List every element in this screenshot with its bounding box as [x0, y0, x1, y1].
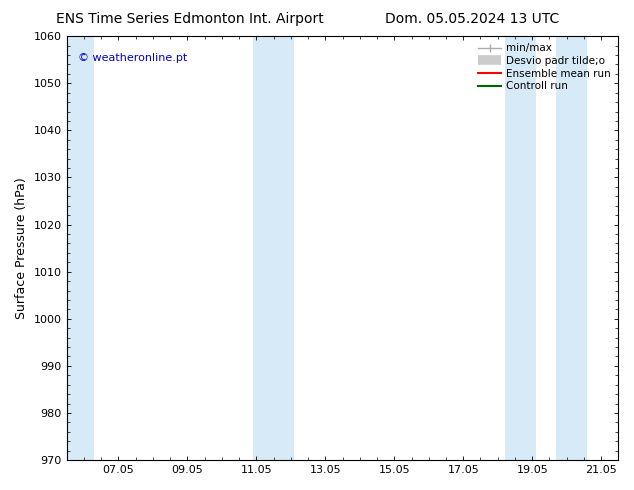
Bar	[505, 36, 536, 460]
Bar	[253, 36, 294, 460]
Bar	[557, 36, 588, 460]
Text: Dom. 05.05.2024 13 UTC: Dom. 05.05.2024 13 UTC	[385, 12, 559, 26]
Text: ENS Time Series Edmonton Int. Airport: ENS Time Series Edmonton Int. Airport	[56, 12, 324, 26]
Legend: min/max, Desvio padr tilde;o, Ensemble mean run, Controll run: min/max, Desvio padr tilde;o, Ensemble m…	[476, 41, 613, 93]
Y-axis label: Surface Pressure (hPa): Surface Pressure (hPa)	[15, 177, 28, 319]
Bar	[67, 36, 94, 460]
Text: © weatheronline.pt: © weatheronline.pt	[77, 53, 187, 63]
